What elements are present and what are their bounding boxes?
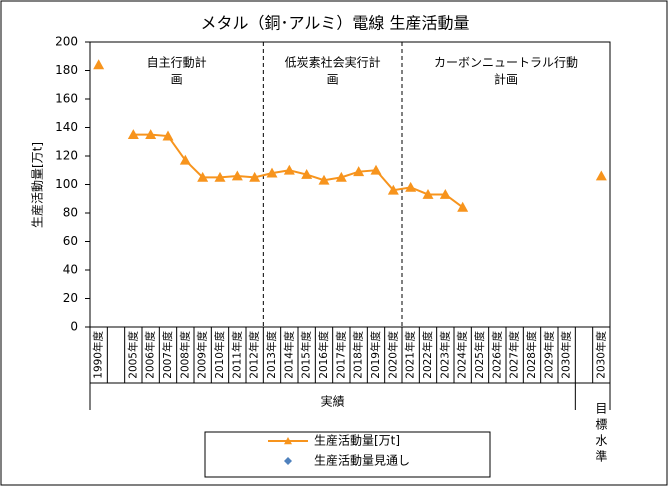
period-label: カーボンニュートラル行動 — [434, 56, 578, 70]
x-tick-label: 2027年度 — [508, 331, 521, 379]
group-label-char: 水 — [595, 434, 607, 448]
x-tick-label: 2026年度 — [490, 331, 503, 379]
data-point — [93, 59, 105, 70]
data-point — [353, 166, 365, 177]
x-tick-label: 2008年度 — [178, 331, 191, 379]
x-tick-label: 2014年度 — [282, 331, 295, 379]
x-tick-label: 2024年度 — [456, 331, 469, 379]
y-tick-label: 80 — [63, 206, 78, 220]
group-label: 実績 — [321, 394, 345, 409]
x-tick-label: 2028年度 — [525, 331, 538, 379]
x-tick-label: 2030年度 — [560, 331, 573, 379]
data-point — [283, 164, 295, 175]
data-point — [127, 129, 139, 140]
data-point — [457, 201, 469, 212]
x-tick-label: 2021年度 — [404, 331, 417, 379]
data-point — [405, 181, 417, 192]
data-point — [214, 171, 226, 182]
legend-marker — [284, 437, 292, 445]
x-tick-label: 2020年度 — [386, 331, 399, 379]
y-tick-label: 100 — [55, 177, 78, 191]
data-point — [301, 169, 313, 179]
x-tick-label: 2010年度 — [213, 331, 226, 379]
x-tick-label: 2017年度 — [334, 331, 347, 379]
data-point — [266, 167, 278, 178]
data-point — [145, 129, 157, 140]
x-tick-label: 2016年度 — [317, 331, 330, 379]
x-tick-label: 2023年度 — [438, 331, 451, 379]
y-tick-label: 0 — [70, 320, 78, 334]
y-tick-label: 40 — [63, 263, 78, 277]
legend-marker — [284, 457, 292, 465]
legend-label: 生産活動量[万t] — [314, 433, 400, 448]
period-label: 画 — [327, 73, 339, 87]
period-label: 自主行動計 — [147, 55, 207, 70]
group-label-char: 準 — [595, 449, 607, 464]
y-axis-label: 生産活動量[万t] — [30, 142, 45, 228]
y-tick-label: 60 — [63, 234, 78, 248]
x-tick-label: 2009年度 — [196, 331, 209, 379]
legend-box — [204, 431, 491, 478]
y-tick-label: 180 — [55, 63, 78, 77]
data-point — [318, 174, 330, 185]
data-point — [595, 170, 607, 181]
x-tick-label: 2025年度 — [473, 331, 486, 379]
x-tick-label: 2012年度 — [248, 331, 261, 379]
x-tick-label: 2005年度 — [126, 331, 139, 379]
x-tick-label: 1990年度 — [92, 331, 105, 379]
data-point — [387, 184, 399, 195]
x-tick-label: 2019年度 — [369, 331, 382, 379]
period-label: 画 — [171, 73, 183, 87]
y-tick-label: 200 — [55, 35, 78, 49]
data-point — [179, 154, 191, 165]
data-point — [422, 188, 434, 199]
x-tick-label: 2007年度 — [161, 331, 174, 379]
y-tick-label: 160 — [55, 92, 78, 106]
x-tick-label: 2030年度 — [594, 331, 607, 379]
x-tick-label: 2015年度 — [300, 331, 313, 379]
data-point — [197, 171, 209, 182]
group-label-char: 標 — [595, 418, 607, 432]
y-tick-label: 120 — [55, 149, 78, 163]
period-label: 計画 — [494, 72, 518, 87]
data-point — [249, 171, 261, 182]
data-point — [439, 188, 451, 199]
data-point — [162, 130, 174, 141]
group-label-char: 目 — [595, 402, 607, 416]
x-tick-label: 2006年度 — [144, 331, 157, 379]
chart-title: メタル（銅･アルミ）電線 生産活動量 — [201, 14, 470, 33]
x-tick-label: 2013年度 — [265, 331, 278, 379]
y-tick-label: 20 — [63, 291, 78, 305]
y-tick-label: 140 — [55, 120, 78, 134]
data-point — [335, 171, 347, 182]
x-tick-label: 2011年度 — [230, 331, 243, 379]
x-tick-label: 2029年度 — [542, 331, 555, 379]
x-tick-label: 2018年度 — [352, 331, 365, 379]
period-label: 低炭素社会実行計 — [285, 55, 381, 70]
data-point — [370, 164, 382, 175]
legend-label: 生産活動量見通し — [314, 453, 410, 468]
x-tick-label: 2022年度 — [421, 331, 434, 379]
data-point — [231, 170, 243, 181]
